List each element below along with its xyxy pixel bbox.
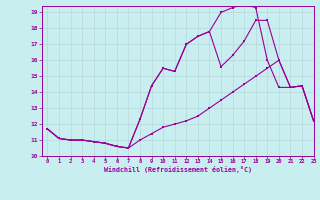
X-axis label: Windchill (Refroidissement éolien,°C): Windchill (Refroidissement éolien,°C): [104, 166, 252, 173]
